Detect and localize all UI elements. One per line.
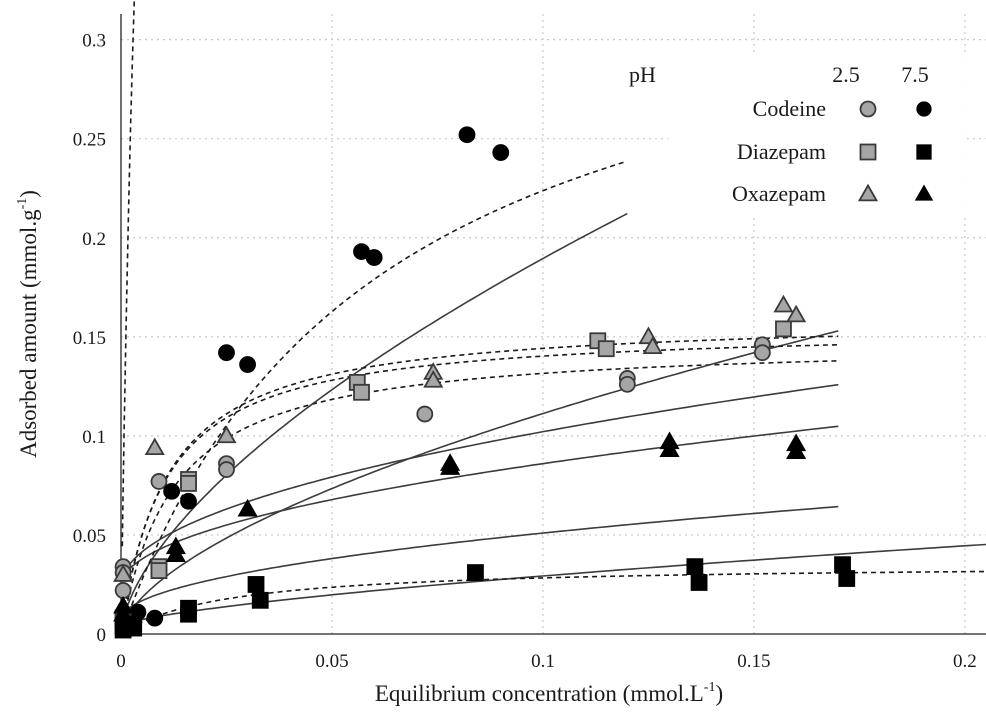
- y-tick-label: 0.05: [73, 526, 106, 547]
- axes: [120, 14, 986, 635]
- codeine-ph-7-5-point: [492, 144, 510, 161]
- legend: pH 2.5 7.5 Codeine Diazepam Oxazepam: [629, 52, 966, 218]
- oxazepam-ph-2-5-point: [144, 437, 165, 456]
- oxazepam-ph-7-5-point: [786, 441, 807, 460]
- legend-oxazepam-label: Oxazepam: [732, 181, 826, 206]
- diazepam-ph-7-5-point: [180, 605, 197, 623]
- legend-oxazepam-ph75-marker: [914, 184, 934, 201]
- y-tick-label: 0.15: [73, 328, 106, 349]
- codeine-ph-7-5-fit-dashed: [121, 160, 628, 631]
- y-tick-label: 0.1: [82, 427, 106, 448]
- diazepam-ph-7-5-point: [838, 570, 856, 587]
- x-tick-label: 0.2: [953, 651, 977, 672]
- codeine-ph-7-5-point: [239, 356, 256, 373]
- diazepam-ph-7-5-point: [686, 558, 704, 576]
- legend-codeine-ph75-marker: [916, 101, 932, 117]
- oxazepam-ph-2-5-point: [216, 425, 237, 444]
- codeine-ph-7-5-point: [180, 492, 197, 510]
- diazepam-ph-7-5-point: [467, 564, 484, 581]
- codeine-ph-2-5-point: [416, 405, 434, 423]
- oxazepam-ph-2-5-point: [423, 370, 444, 388]
- codeine-ph-2-5-point: [150, 473, 168, 490]
- x-axis-title-end: ): [715, 681, 723, 706]
- codeine-ph-2-5-point: [114, 582, 132, 599]
- oxazepam-ph-7-5-fit-solid: [121, 505, 839, 616]
- y-tick-label: 0.25: [73, 130, 106, 151]
- codeine-ph-7-5-point: [458, 126, 476, 144]
- legend-ph-high: 7.5: [901, 62, 929, 87]
- diazepam-ph-7-5-point: [125, 619, 143, 637]
- diazepam-ph-7-5-fit-solid: [121, 543, 986, 626]
- diazepam-ph-2-5-point: [775, 320, 792, 338]
- codeine-ph-7-5-point: [146, 609, 164, 627]
- codeine-ph-2-5-fit-solid: [121, 425, 839, 580]
- legend-diazepam-label: Diazepam: [737, 139, 826, 164]
- diazepam-ph-2-5-point: [597, 340, 615, 358]
- oxazepam-ph-7-5-point: [165, 544, 186, 563]
- legend-oxazepam-ph25-marker: [857, 183, 879, 202]
- codeine-ph-7-5-point: [218, 344, 235, 362]
- legend-background: [668, 52, 966, 218]
- diazepam-ph-7-5-point: [251, 591, 269, 609]
- x-axis-title: Equilibrium concentration (mmol.L-1): [375, 680, 723, 706]
- codeine-ph-2-5-point: [618, 375, 636, 393]
- diazepam-ph-7-5-point: [690, 574, 708, 591]
- y-tick-labels: 0 0.05 0.1 0.15 0.2 0.25 0.3: [73, 31, 106, 646]
- x-axis-title-superscript: -1: [704, 680, 716, 695]
- y-axis-title-end: ): [16, 190, 41, 198]
- oxazepam-ph-2-5-point: [786, 304, 807, 323]
- oxazepam-ph-7-5-point: [237, 498, 258, 517]
- codeine-ph-7-5-fit-solid: [121, 212, 628, 624]
- codeine-ph-2-5-point: [218, 461, 235, 478]
- x-tick-labels: 0 0.05 0.1 0.15 0.2: [116, 651, 977, 672]
- diazepam-ph-7-5-point: [834, 556, 851, 574]
- y-tick-label: 0.2: [82, 229, 106, 250]
- oxazepam-ph-2-5-point: [773, 294, 794, 313]
- data-points: [113, 126, 856, 639]
- legend-ph-label: pH: [629, 62, 656, 87]
- diazepam-ph-2-5-fit-dashed: [121, 335, 839, 626]
- oxazepam-ph-2-5-fit-solid: [121, 383, 839, 579]
- oxazepam-ph-2-5-fit-dashed: [121, 344, 839, 626]
- legend-diazepam-ph75-marker: [916, 144, 932, 160]
- legend-markers: [857, 100, 934, 202]
- oxazepam-ph-2-5-point: [642, 336, 663, 354]
- diazepam-ph-2-5-point: [150, 562, 168, 579]
- legend-codeine-label: Codeine: [753, 96, 826, 121]
- oxazepam-ph-2-5-point: [113, 564, 134, 582]
- legend-diazepam-ph25-marker: [859, 143, 877, 161]
- diazepam-ph-2-5-point: [180, 475, 197, 492]
- y-axis-title: Adsorbed amount (mmol.g-1): [15, 190, 41, 458]
- y-tick-label: 0: [97, 625, 107, 646]
- x-tick-label: 0: [116, 651, 126, 672]
- x-tick-label: 0.1: [531, 651, 555, 672]
- oxazepam-ph-7-5-point: [659, 439, 680, 458]
- diazepam-ph-7-5-fit-dashed: [121, 570, 986, 634]
- codeine-ph-2-5-point: [753, 344, 771, 362]
- legend-codeine-ph25-marker: [859, 100, 877, 118]
- oxazepam-ph-7-5-point: [440, 457, 461, 475]
- legend-ph-low: 2.5: [832, 62, 860, 87]
- codeine-ph-7-5-point: [365, 249, 383, 266]
- y-tick-label: 0.3: [82, 31, 106, 52]
- codeine-ph-7-5-point: [163, 482, 181, 500]
- oxazepam-ph-7-5-point: [113, 603, 134, 622]
- x-tick-label: 0.15: [737, 651, 770, 672]
- x-tick-label: 0.05: [315, 651, 348, 672]
- y-axis-title-superscript: -1: [15, 198, 30, 210]
- diazepam-ph-2-5-point: [353, 383, 370, 401]
- diazepam-ph-2-5-fit-solid: [121, 330, 839, 628]
- diazepam-ph-7-5-point: [247, 576, 265, 593]
